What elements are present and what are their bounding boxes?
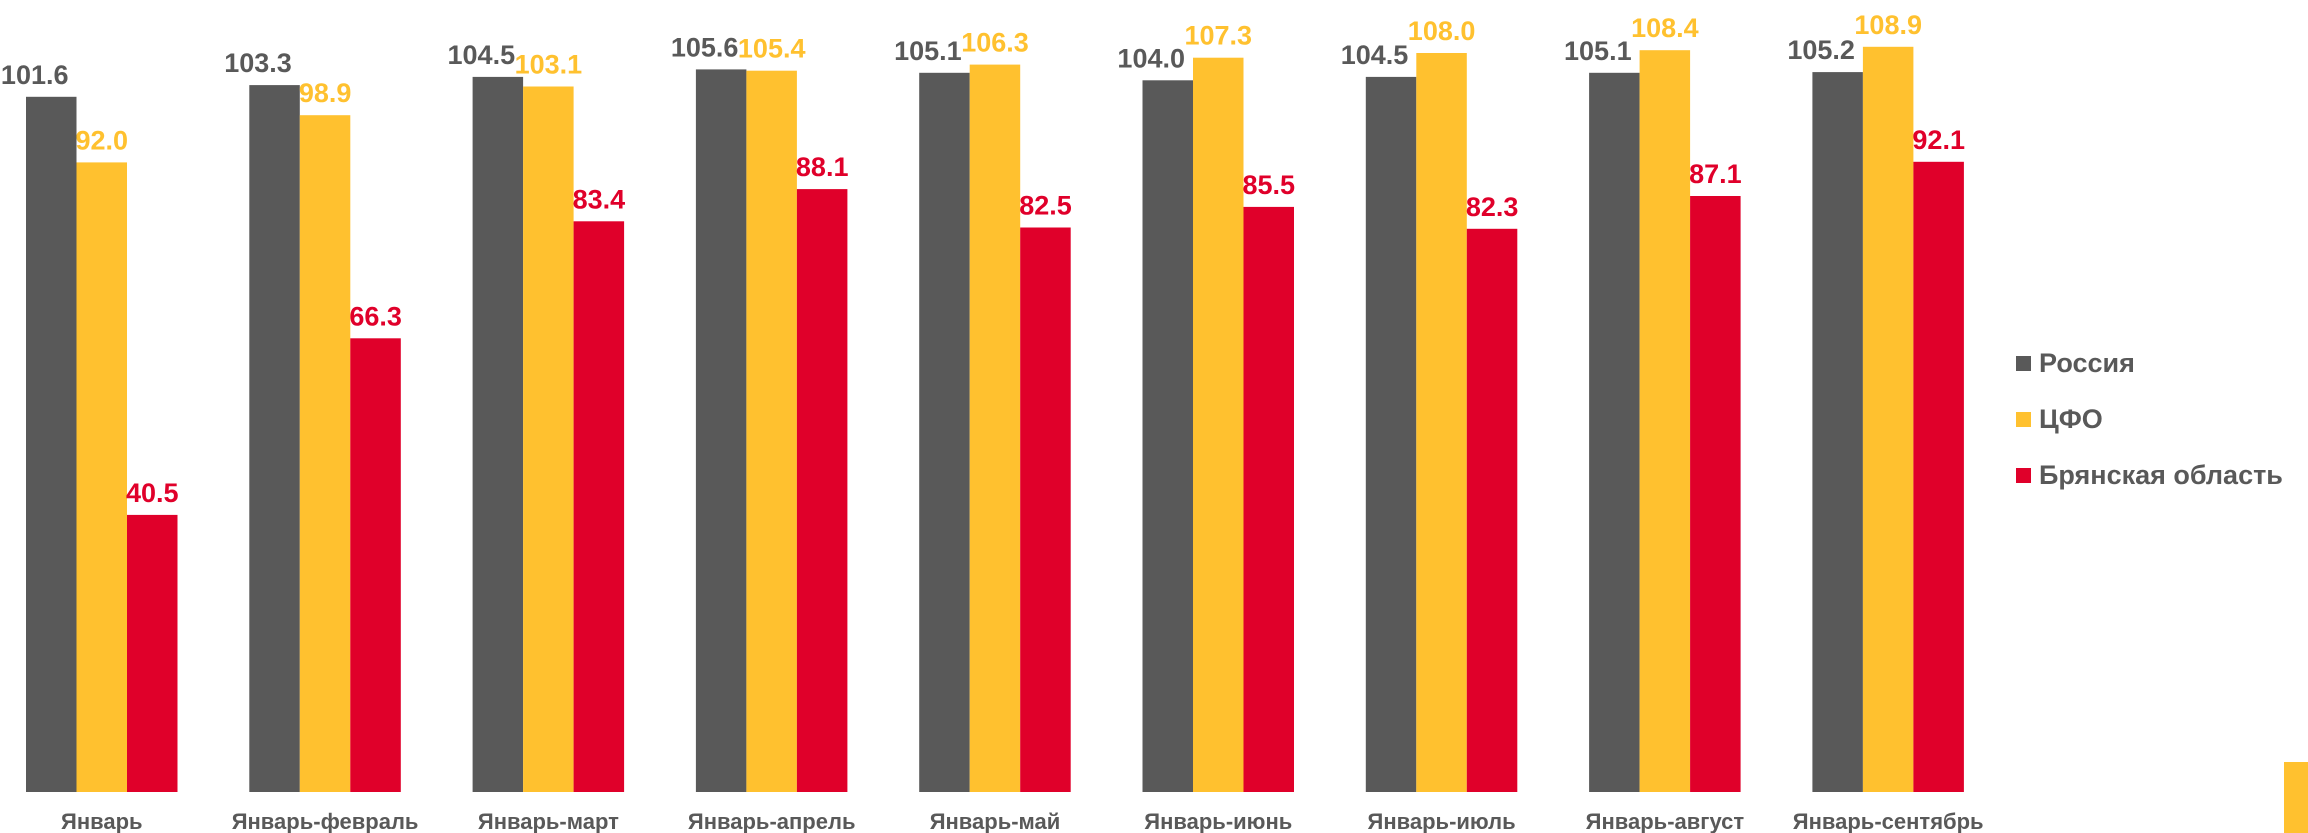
x-tick-label-2: Январь-март	[478, 809, 619, 833]
data-label-bryansk-0: 40.5	[126, 478, 179, 508]
bar-bryansk-4	[1020, 227, 1071, 792]
data-label-cfo-4: 106.3	[961, 28, 1029, 58]
x-tick-label-0: Январь	[61, 809, 143, 833]
x-tick-label-6: Январь-июль	[1368, 809, 1516, 833]
data-label-russia-7: 105.1	[1564, 36, 1632, 66]
data-label-cfo-1: 98.9	[299, 78, 352, 108]
data-label-bryansk-3: 88.1	[796, 152, 849, 182]
legend: Россия ЦФО Брянская область	[2016, 335, 2308, 503]
bar-bryansk-5	[1243, 206, 1294, 792]
bar-cfo-3	[746, 70, 797, 792]
data-label-cfo-6: 108.0	[1408, 16, 1476, 46]
legend-item-bryansk: Брянская область	[2016, 447, 2308, 503]
legend-swatch-russia	[2016, 355, 2031, 371]
corner-accent-block	[2284, 762, 2308, 833]
bar-bryansk-6	[1466, 228, 1518, 793]
bar-cfo-2	[523, 86, 574, 792]
legend-swatch-bryansk	[2016, 467, 2031, 483]
legend-item-cfo: ЦФО	[2016, 391, 2308, 447]
bar-cfo-1	[299, 115, 351, 792]
data-label-russia-2: 104.5	[448, 40, 516, 70]
bar-russia-4	[919, 72, 970, 793]
data-label-bryansk-4: 82.5	[1019, 191, 1072, 221]
x-axis-ticks: Январь Январь-февраль Январь-март Январь-ап…	[61, 809, 1984, 833]
bar-bryansk-8	[1913, 161, 1964, 793]
bar-cfo-8	[1862, 46, 1914, 793]
bar-russia-6	[1365, 76, 1417, 792]
x-tick-label-4: Январь-май	[930, 809, 1061, 833]
legend-swatch-cfo	[2016, 411, 2031, 427]
bar-cfo-5	[1193, 57, 1244, 792]
bar-russia-2	[472, 76, 524, 792]
bars-layer	[26, 46, 1964, 793]
bar-cfo-6	[1416, 53, 1467, 792]
data-label-russia-8: 105.2	[1787, 35, 1855, 65]
legend-label-russia: Россия	[2039, 347, 2135, 378]
bar-russia-0	[26, 96, 77, 793]
data-label-cfo-2: 103.1	[515, 50, 583, 80]
data-label-bryansk-6: 82.3	[1466, 192, 1519, 222]
data-label-bryansk-5: 85.5	[1243, 170, 1296, 200]
data-label-bryansk-8: 92.1	[1912, 125, 1965, 155]
bar-russia-7	[1589, 72, 1640, 793]
data-label-cfo-0: 92.0	[76, 125, 129, 155]
bar-russia-5	[1142, 80, 1193, 793]
x-tick-label-7: Январь-август	[1586, 809, 1745, 833]
bar-bryansk-0	[127, 514, 178, 792]
data-label-russia-0: 101.6	[1, 60, 69, 90]
bar-bryansk-3	[796, 189, 848, 793]
data-label-russia-1: 103.3	[224, 48, 292, 78]
legend-item-russia: Россия	[2016, 335, 2308, 391]
data-label-cfo-8: 108.9	[1854, 10, 1922, 40]
data-label-cfo-5: 107.3	[1185, 21, 1253, 51]
bar-russia-3	[695, 69, 747, 792]
bar-cfo-7	[1639, 50, 1691, 792]
x-tick-label-5: Январь-июнь	[1144, 809, 1292, 833]
bar-cfo-4	[969, 64, 1021, 793]
x-tick-label-3: Январь-апрель	[688, 809, 856, 833]
x-tick-label-8: Январь-сентябрь	[1793, 809, 1984, 833]
legend-label-bryansk: Брянская область	[2039, 459, 2283, 490]
legend-label-cfo: ЦФО	[2039, 403, 2103, 434]
data-label-russia-6: 104.5	[1341, 40, 1409, 70]
data-label-russia-5: 104.0	[1117, 43, 1185, 73]
data-label-cfo-7: 108.4	[1631, 13, 1699, 43]
data-label-russia-3: 105.6	[671, 32, 739, 62]
bar-bryansk-1	[350, 338, 401, 792]
data-label-bryansk-7: 87.1	[1689, 159, 1742, 189]
bar-russia-8	[1812, 72, 1863, 793]
x-tick-label-1: Январь-февраль	[232, 809, 419, 833]
data-label-russia-4: 105.1	[894, 36, 962, 66]
data-label-bryansk-2: 83.4	[573, 184, 626, 214]
data-label-bryansk-1: 66.3	[349, 301, 402, 331]
bar-russia-1	[249, 85, 300, 793]
data-label-cfo-3: 105.4	[738, 34, 806, 64]
bar-bryansk-7	[1690, 196, 1741, 792]
bar-bryansk-2	[573, 221, 625, 793]
bar-cfo-0	[76, 162, 127, 792]
